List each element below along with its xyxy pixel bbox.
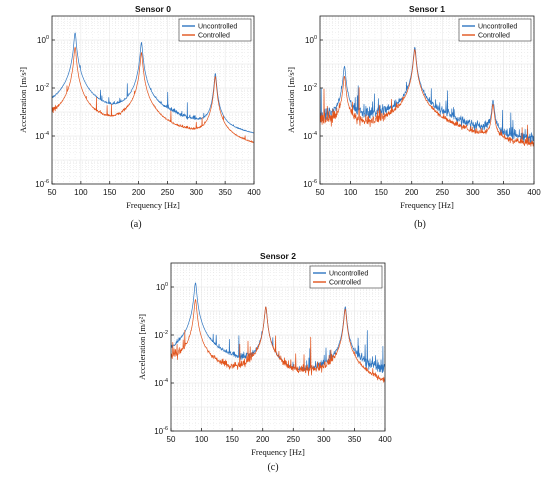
y-tick-label: 100 xyxy=(156,282,168,292)
y-tick-label: 10-2 xyxy=(35,83,49,93)
axes-frame xyxy=(319,15,535,185)
axes-frame xyxy=(51,15,255,185)
x-tick-label: 300 xyxy=(466,188,480,197)
x-tick-label: 250 xyxy=(436,188,450,197)
y-tick-label: 10-4 xyxy=(303,131,317,141)
y-tick-label: 10-6 xyxy=(35,179,49,189)
x-tick-label: 250 xyxy=(161,188,175,197)
series-line-controlled xyxy=(171,299,385,383)
series-line-controlled xyxy=(52,46,254,144)
plot-area xyxy=(52,16,254,184)
axes-frame xyxy=(170,262,386,432)
x-tick-label: 150 xyxy=(374,188,388,197)
x-tick-label: 200 xyxy=(132,188,146,197)
chart-title: Sensor 1 xyxy=(409,4,445,14)
legend-entry: Uncontrolled xyxy=(329,271,368,278)
panel-caption: (c) xyxy=(267,462,278,473)
x-tick-label: 400 xyxy=(527,188,541,197)
x-tick-label: 100 xyxy=(74,188,88,197)
x-tick-label: 150 xyxy=(103,188,117,197)
x-tick-label: 200 xyxy=(256,435,270,444)
y-axis-label: Acceleration [m/s²] xyxy=(286,67,296,133)
legend-entry: Uncontrolled xyxy=(478,24,517,31)
series-line-uncontrolled xyxy=(320,46,534,146)
y-axis-label: Acceleration [m/s²] xyxy=(18,67,28,133)
series-line-controlled xyxy=(320,49,534,147)
legend-entry: Uncontrolled xyxy=(198,24,237,31)
y-axis-label: Acceleration [m/s²] xyxy=(137,314,147,380)
series-group xyxy=(320,46,534,147)
x-axis-label: Frequency [Hz] xyxy=(126,200,180,210)
panel-caption: (a) xyxy=(130,219,141,230)
x-tick-label: 300 xyxy=(190,188,204,197)
x-tick-label: 350 xyxy=(218,188,232,197)
x-tick-label: 50 xyxy=(316,188,325,197)
x-tick-label: 50 xyxy=(167,435,176,444)
x-tick-label: 100 xyxy=(344,188,358,197)
plot-area xyxy=(171,263,385,431)
grid xyxy=(170,263,386,432)
y-tick-label: 100 xyxy=(305,35,317,45)
chart-panel-2: 50 100 150 200 250 300 350 400 10-6 10-4 10-2 100 Se… xyxy=(137,251,392,473)
y-tick-label: 10-4 xyxy=(35,131,49,141)
chart-panel-0: 50 100 150 200 250 300 350 400 10-6 10-4 10-2 100 Se… xyxy=(18,4,261,230)
legend-entry: Controlled xyxy=(198,33,230,40)
x-axis-label: Frequency [Hz] xyxy=(400,200,454,210)
chart-title: Sensor 0 xyxy=(135,4,171,14)
series-group xyxy=(171,282,385,383)
x-tick-label: 200 xyxy=(405,188,419,197)
y-tick-label: 100 xyxy=(37,35,49,45)
panel-caption: (b) xyxy=(414,219,426,230)
chart-title: Sensor 2 xyxy=(260,251,296,261)
x-tick-label: 50 xyxy=(48,188,57,197)
plot-area xyxy=(320,16,534,184)
x-tick-label: 300 xyxy=(317,435,331,444)
x-tick-label: 400 xyxy=(378,435,392,444)
x-tick-label: 100 xyxy=(195,435,209,444)
legend-box xyxy=(178,18,252,42)
legend: Uncontrolled Controlled xyxy=(309,265,383,289)
x-tick-label: 350 xyxy=(497,188,511,197)
x-tick-label: 350 xyxy=(348,435,362,444)
x-axis-label: Frequency [Hz] xyxy=(251,447,305,457)
legend-entry: Controlled xyxy=(478,33,510,40)
y-tick-label: 10-6 xyxy=(303,179,317,189)
x-tick-label: 150 xyxy=(225,435,239,444)
y-tick-label: 10-4 xyxy=(154,378,168,388)
x-tick-label: 400 xyxy=(247,188,261,197)
y-tick-label: 10-2 xyxy=(303,83,317,93)
series-group xyxy=(52,32,254,144)
y-tick-label: 10-6 xyxy=(154,426,168,436)
legend-box xyxy=(309,265,383,289)
y-tick-label: 10-2 xyxy=(154,330,168,340)
series-line-uncontrolled xyxy=(52,32,254,134)
legend-entry: Controlled xyxy=(329,280,361,287)
legend-box xyxy=(458,18,532,42)
legend: Uncontrolled Controlled xyxy=(178,18,252,42)
legend: Uncontrolled Controlled xyxy=(458,18,532,42)
x-tick-label: 250 xyxy=(287,435,301,444)
chart-panel-1: 50 100 150 200 250 300 350 400 10-6 10-4 10-2 100 Se… xyxy=(286,4,541,230)
